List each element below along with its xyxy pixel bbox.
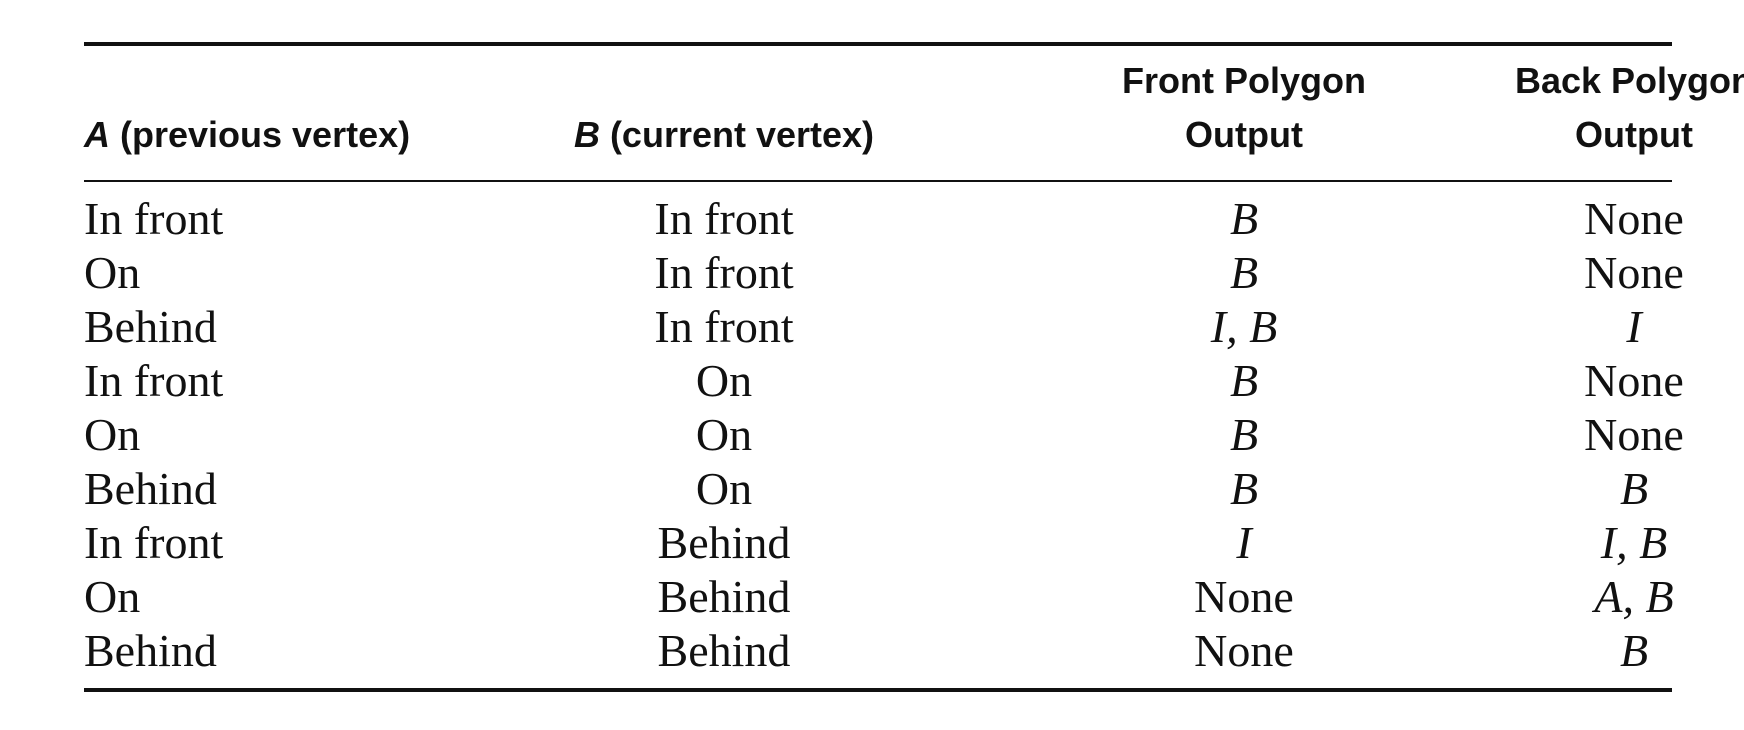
table-row: On In front B None	[84, 246, 1684, 300]
table-body: In front In front B None On In front B None Behi…	[84, 182, 1684, 688]
cell-previous-vertex: In front	[84, 517, 224, 568]
cell-front-output: None	[1194, 625, 1294, 676]
table-row: In front On B None	[84, 354, 1684, 408]
header-back-polygon-output: Back Polygon Output	[1414, 54, 1744, 162]
header-a-label: (previous vertex)	[110, 114, 411, 155]
cell-current-vertex: Behind	[657, 625, 791, 676]
header-front-line1: Front Polygon	[1122, 60, 1366, 101]
cell-current-vertex: In front	[654, 247, 794, 298]
cell-previous-vertex: On	[84, 409, 141, 460]
header-a-variable: A	[84, 114, 110, 155]
table-header: A (previous vertex) B (current vertex) F…	[84, 46, 1744, 180]
header-b-variable: B	[573, 114, 600, 155]
cell-back-output: B	[1619, 463, 1649, 514]
header-rule	[84, 180, 1672, 182]
cell-front-output: B	[1229, 247, 1259, 298]
cell-current-vertex: In front	[654, 301, 794, 352]
cell-back-output: I, B	[1600, 517, 1668, 568]
cell-current-vertex: On	[695, 463, 753, 514]
cell-previous-vertex: On	[84, 571, 141, 622]
header-b-label: (current vertex)	[599, 114, 875, 155]
cell-front-output: B	[1229, 409, 1259, 460]
cell-back-output: A, B	[1594, 571, 1674, 622]
cell-previous-vertex: Behind	[84, 625, 217, 676]
header-front-line2: Output	[1185, 114, 1303, 155]
header-back-line2: Output	[1575, 114, 1693, 155]
table-row: In front In front B None	[84, 192, 1684, 246]
cell-back-output: B	[1619, 625, 1649, 676]
cell-back-output: None	[1584, 247, 1684, 298]
bottom-rule	[84, 688, 1672, 692]
cell-current-vertex: On	[695, 409, 753, 460]
header-front-polygon-output: Front Polygon Output	[984, 54, 1504, 162]
cell-previous-vertex: Behind	[84, 463, 217, 514]
table-row: In front Behind I I, B	[84, 516, 1672, 570]
cell-previous-vertex: In front	[84, 355, 224, 406]
table-row: On On B None	[84, 408, 1684, 462]
table-row: Behind On B B	[84, 462, 1672, 516]
table-row: On Behind None A, B	[84, 570, 1674, 624]
cell-back-output: None	[1584, 409, 1684, 460]
cell-current-vertex: Behind	[657, 517, 791, 568]
cell-front-output: I, B	[1210, 301, 1278, 352]
cell-current-vertex: Behind	[657, 571, 791, 622]
cell-front-output: B	[1229, 355, 1259, 406]
cell-front-output: B	[1229, 193, 1259, 244]
top-rule	[84, 42, 1672, 46]
cell-previous-vertex: Behind	[84, 301, 217, 352]
cell-previous-vertex: In front	[84, 193, 224, 244]
table-row: Behind In front I, B I	[84, 300, 1672, 354]
polygon-split-table: A (previous vertex) B (current vertex) F…	[84, 42, 1744, 692]
header-current-vertex: B (current vertex)	[464, 108, 984, 162]
cell-back-output: None	[1584, 193, 1684, 244]
table-row: Behind Behind None B	[84, 624, 1672, 678]
header-previous-vertex: A (previous vertex)	[84, 108, 410, 162]
cell-current-vertex: In front	[654, 193, 794, 244]
cell-current-vertex: On	[695, 355, 753, 406]
cell-front-output: B	[1229, 463, 1259, 514]
header-back-line1: Back Polygon	[1514, 60, 1744, 101]
cell-back-output: I	[1626, 301, 1642, 352]
cell-back-output: None	[1584, 355, 1684, 406]
cell-previous-vertex: On	[84, 247, 141, 298]
cell-front-output: I	[1236, 517, 1252, 568]
cell-front-output: None	[1194, 571, 1294, 622]
